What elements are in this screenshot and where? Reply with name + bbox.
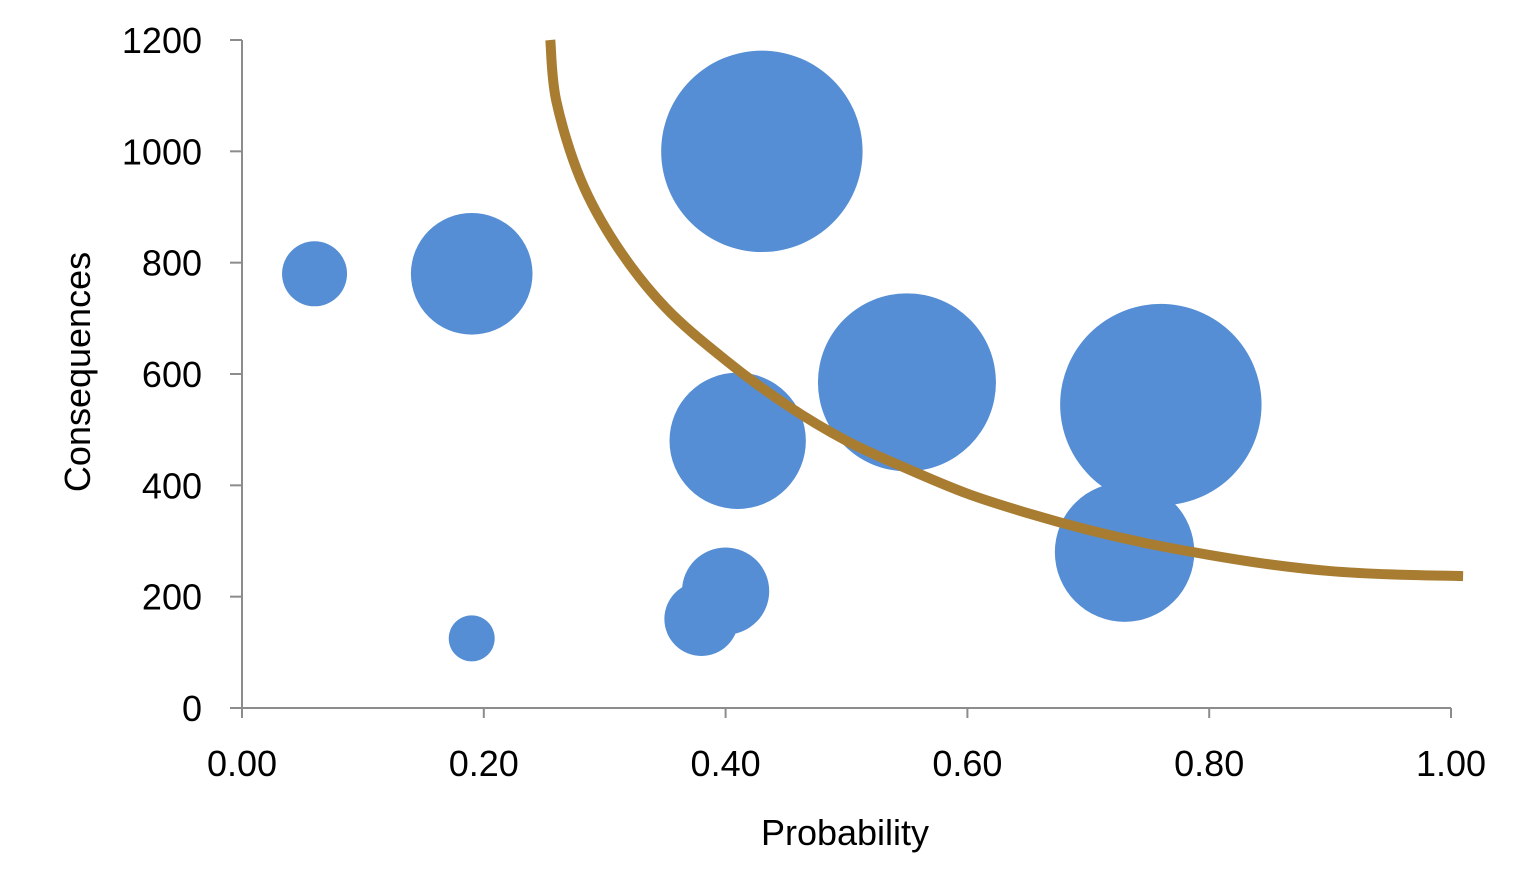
x-axis-label: Probability <box>761 812 929 853</box>
bubble-point <box>817 293 996 472</box>
x-tick-label: 0.20 <box>449 743 519 784</box>
x-tick-label: 0.80 <box>1174 743 1244 784</box>
y-tick-label: 600 <box>142 354 202 395</box>
y-tick-label: 400 <box>142 465 202 506</box>
y-axis-label: Consequences <box>57 252 98 492</box>
y-tick-label: 0 <box>182 688 202 729</box>
bubble-point <box>661 50 863 253</box>
risk-threshold-curve <box>545 39 1464 582</box>
bubble-point <box>448 615 495 662</box>
x-tick-label: 0.00 <box>207 743 277 784</box>
x-axis-ticks: 0.00 0.20 0.40 0.60 0.80 1.00 <box>207 708 1486 784</box>
y-axis-ticks: 0 200 400 600 800 1000 1200 <box>122 20 242 729</box>
y-tick-label: 800 <box>142 243 202 284</box>
bubble-point <box>1054 482 1195 622</box>
bubble-point <box>410 212 533 335</box>
bubble-point <box>681 547 770 635</box>
x-tick-label: 0.40 <box>691 743 761 784</box>
bubble-layer <box>282 50 1262 662</box>
y-tick-label: 1200 <box>122 20 202 61</box>
y-tick-label: 200 <box>142 577 202 618</box>
bubble-point <box>1060 303 1262 506</box>
y-tick-label: 1000 <box>122 131 202 172</box>
bubble-point <box>282 241 348 307</box>
bubble-point <box>669 372 806 509</box>
x-tick-label: 0.60 <box>932 743 1002 784</box>
x-tick-label: 1.00 <box>1416 743 1486 784</box>
